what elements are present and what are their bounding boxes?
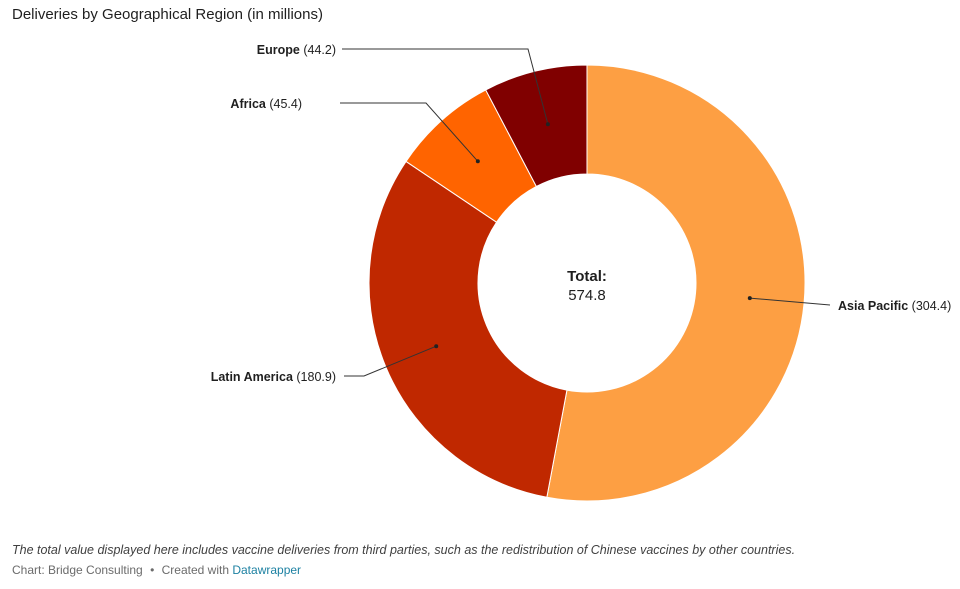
center-total-label: Total: <box>567 268 607 285</box>
label-value-latin-america: (180.9) <box>293 370 336 384</box>
label-value-europe: (44.2) <box>300 43 336 57</box>
credits-separator: • <box>150 563 155 577</box>
datawrapper-link[interactable]: Datawrapper <box>232 563 302 577</box>
label-leaders <box>340 48 831 377</box>
label-name-africa: Africa <box>230 97 266 111</box>
leader-africa <box>340 102 479 162</box>
chart-title: Deliveries by Geographical Region (in mi… <box>12 6 323 23</box>
slice-europe[interactable] <box>485 64 588 188</box>
center-total-value: 574.8 <box>568 287 606 304</box>
leader-europe <box>342 48 549 125</box>
slice-latin-america[interactable] <box>368 160 568 498</box>
chart-credits: Chart: Bridge Consulting • Created with … <box>12 563 301 577</box>
leader-dot-europe <box>545 122 550 127</box>
label-asia-pacific: Asia Pacific (304.4) <box>838 299 951 313</box>
source-text: Chart: Bridge Consulting <box>12 563 143 577</box>
label-name-latin-america: Latin America <box>211 370 294 384</box>
slice-labels: Asia Pacific (304.4) Latin America (180.9… <box>211 43 952 384</box>
leader-asia-pacific <box>749 297 831 306</box>
donut-slices <box>368 64 806 502</box>
created-with-text: Created with <box>161 563 229 577</box>
label-name-asia-pacific: Asia Pacific <box>838 299 908 313</box>
label-value-africa: (45.4) <box>266 97 302 111</box>
label-latin-america: Latin America (180.9) <box>211 370 336 384</box>
leader-dot-asia-pacific <box>747 296 752 301</box>
leader-latin-america <box>344 345 437 377</box>
label-europe: Europe (44.2) <box>257 43 336 57</box>
leader-dot-latin-america <box>434 344 439 349</box>
label-africa: Africa (45.4) <box>230 97 302 111</box>
label-name-europe: Europe <box>257 43 300 57</box>
leader-dot-africa <box>475 159 480 164</box>
footnote: The total value displayed here includes … <box>12 543 796 557</box>
label-value-asia-pacific: (304.4) <box>908 299 951 313</box>
slice-asia-pacific[interactable] <box>546 64 806 502</box>
